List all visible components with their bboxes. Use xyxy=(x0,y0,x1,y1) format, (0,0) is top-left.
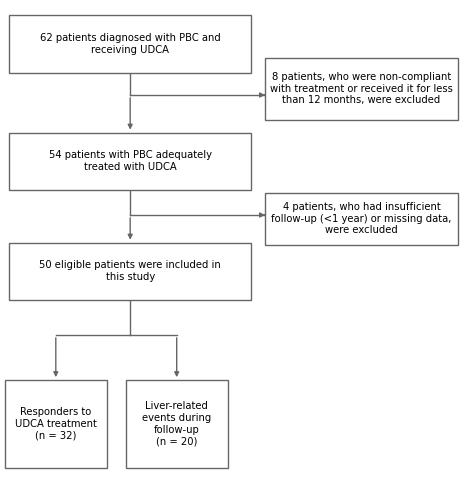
Text: 62 patients diagnosed with PBC and
receiving UDCA: 62 patients diagnosed with PBC and recei… xyxy=(40,33,220,54)
Text: 8 patients, who were non-compliant
with treatment or received it for less
than 1: 8 patients, who were non-compliant with … xyxy=(270,72,453,106)
Text: 54 patients with PBC adequately
treated with UDCA: 54 patients with PBC adequately treated … xyxy=(49,150,212,172)
Text: Responders to
UDCA treatment
(n = 32): Responders to UDCA treatment (n = 32) xyxy=(15,407,97,440)
Text: 4 patients, who had insufficient
follow-up (<1 year) or missing data,
were exclu: 4 patients, who had insufficient follow-… xyxy=(272,202,452,235)
FancyBboxPatch shape xyxy=(265,192,458,245)
FancyBboxPatch shape xyxy=(9,132,251,190)
FancyBboxPatch shape xyxy=(9,15,251,72)
FancyBboxPatch shape xyxy=(126,380,228,468)
FancyBboxPatch shape xyxy=(9,242,251,300)
FancyBboxPatch shape xyxy=(5,380,107,468)
Text: 50 eligible patients were included in
this study: 50 eligible patients were included in th… xyxy=(40,260,221,282)
FancyBboxPatch shape xyxy=(265,58,458,120)
Text: Liver-related
events during
follow-up
(n = 20): Liver-related events during follow-up (n… xyxy=(142,402,211,446)
